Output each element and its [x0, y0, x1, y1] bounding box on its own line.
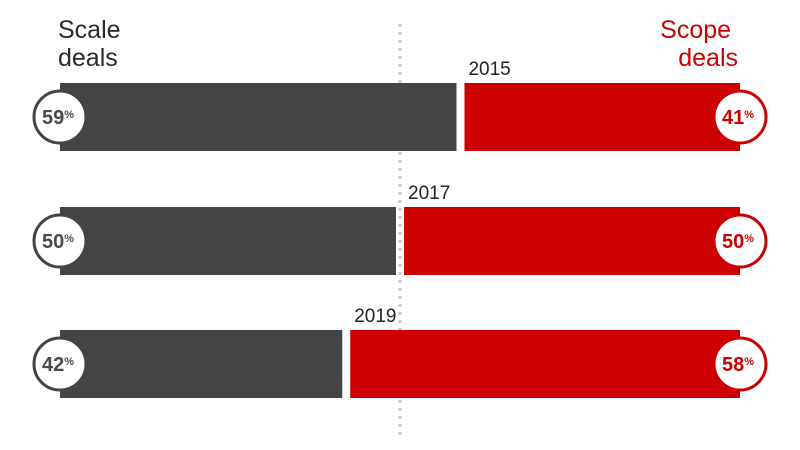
legend-scope-deals: Scope deals: [660, 16, 738, 72]
chart-marks: 2015 59% 41% 2017 50% 50% 2019 42% 58%: [32, 24, 768, 440]
pct-label-scale-2017: 50%: [42, 231, 74, 253]
bar-scale-2019: [60, 330, 343, 398]
legend-scale-line-1: Scale: [58, 16, 121, 44]
pct-label-scope-2019: 58%: [722, 354, 754, 376]
bar-scope-2017: [404, 207, 740, 275]
legend-scope-line-2: deals: [678, 44, 738, 72]
pct-circle-scale-2017: [32, 213, 88, 269]
legend-scale-deals: Scale deals: [58, 16, 128, 72]
pct-circle-scope-2019: [712, 336, 768, 392]
pct-label-scope-2017: 50%: [722, 231, 754, 253]
bar-scope-2019: [350, 330, 740, 398]
legend-scale-line-2: deals: [58, 44, 118, 72]
year-label-2019: 2019: [354, 306, 396, 327]
legend-scope-line-1: Scope: [660, 16, 731, 44]
pct-label-scale-2019: 42%: [42, 354, 74, 376]
year-label-2015: 2015: [468, 59, 510, 80]
pct-label-scope-2015: 41%: [722, 107, 754, 129]
pct-label-scale-2015: 59%: [42, 107, 74, 129]
pct-circle-scope-2015: [712, 89, 768, 145]
pct-circle-scale-2019: [32, 336, 88, 392]
bar-scope-2015: [464, 83, 740, 151]
year-label-2017: 2017: [408, 183, 450, 204]
pct-circle-scale-2015: [32, 89, 88, 145]
bar-scale-2015: [60, 83, 457, 151]
bar-scale-2017: [60, 207, 396, 275]
pct-circle-scope-2017: [712, 213, 768, 269]
